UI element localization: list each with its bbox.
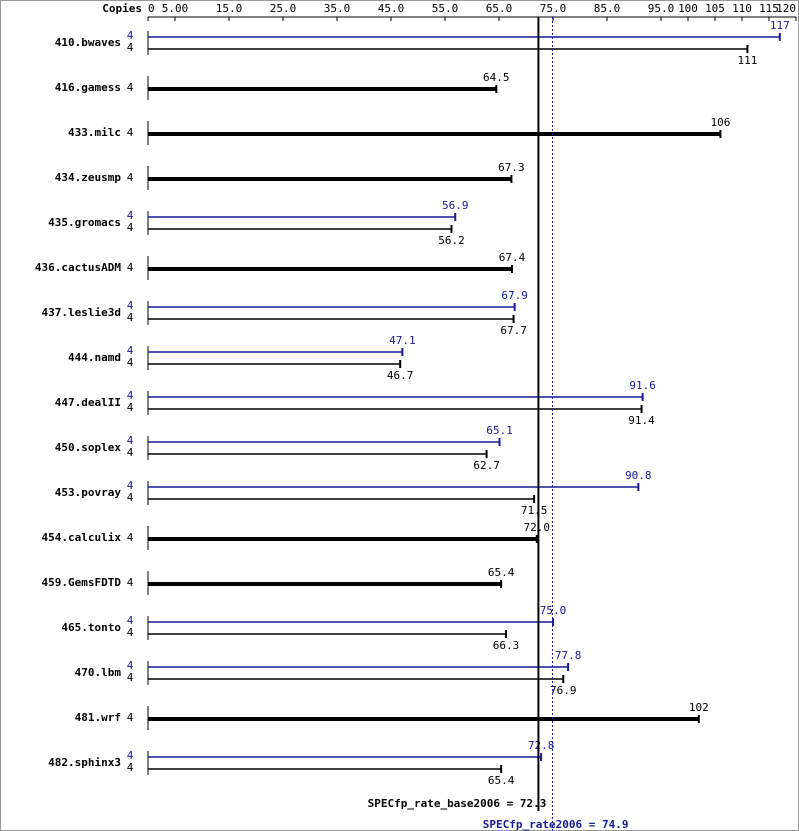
value-label: 66.3 (493, 639, 520, 652)
value-label: 91.6 (629, 379, 656, 392)
copies-label: 4 (127, 299, 134, 312)
x-tick-label: 120 (776, 2, 796, 15)
copies-label: 4 (127, 41, 134, 54)
category-label: 465.tonto (61, 621, 121, 634)
category-label: 454.calculix (42, 531, 122, 544)
value-label: 72.0 (524, 521, 551, 534)
copies-header: Copies (102, 2, 142, 15)
x-tick-label: 5.00 (162, 2, 189, 15)
value-label: 67.3 (498, 161, 525, 174)
category-label: 453.povray (55, 486, 122, 499)
copies-label: 4 (127, 434, 134, 447)
copies-label: 4 (127, 221, 134, 234)
value-label: 67.4 (499, 251, 526, 264)
x-tick-label: 105 (705, 2, 725, 15)
copies-label: 4 (127, 446, 134, 459)
copies-label: 4 (127, 401, 134, 414)
value-label: 56.9 (442, 199, 469, 212)
value-label: 102 (689, 701, 709, 714)
category-label: 435.gromacs (48, 216, 121, 229)
value-label: 65.4 (488, 774, 515, 787)
reference-label: SPECfp_rate_base2006 = 72.3 (368, 797, 547, 810)
copies-label: 4 (127, 29, 134, 42)
category-label: 433.milc (68, 126, 121, 139)
copies-label: 4 (127, 711, 134, 724)
copies-label: 4 (127, 576, 134, 589)
copies-label: 4 (127, 171, 134, 184)
category-label: 459.GemsFDTD (42, 576, 122, 589)
value-label: 67.7 (500, 324, 527, 337)
category-label: 481.wrf (75, 711, 121, 724)
category-label: 450.soplex (55, 441, 122, 454)
x-tick-label: 100 (678, 2, 698, 15)
x-tick-label: 45.0 (378, 2, 405, 15)
category-label: 436.cactusADM (35, 261, 121, 274)
value-label: 77.8 (555, 649, 582, 662)
x-tick-label: 55.0 (432, 2, 459, 15)
value-label: 90.8 (625, 469, 652, 482)
x-tick-label: 85.0 (594, 2, 621, 15)
x-tick-label: 65.0 (486, 2, 513, 15)
copies-label: 4 (127, 389, 134, 402)
x-tick-label: 35.0 (324, 2, 351, 15)
copies-label: 4 (127, 81, 134, 94)
copies-label: 4 (127, 311, 134, 324)
copies-label: 4 (127, 671, 134, 684)
category-label: 437.leslie3d (42, 306, 121, 319)
value-label: 47.1 (389, 334, 416, 347)
value-label: 76.9 (550, 684, 577, 697)
copies-label: 4 (127, 531, 134, 544)
value-label: 67.9 (501, 289, 528, 302)
copies-label: 4 (127, 126, 134, 139)
value-label: 117 (770, 19, 790, 32)
category-label: 470.lbm (75, 666, 122, 679)
value-label: 62.7 (473, 459, 500, 472)
x-tick-label: 15.0 (216, 2, 243, 15)
category-label: 447.dealII (55, 396, 121, 409)
category-label: 416.gamess (55, 81, 121, 94)
value-label: 46.7 (387, 369, 414, 382)
copies-label: 4 (127, 659, 134, 672)
reference-label: SPECfp_rate2006 = 74.9 (483, 818, 629, 831)
x-tick-label: 115 (759, 2, 779, 15)
category-label: 444.namd (68, 351, 121, 364)
x-tick-label: 25.0 (270, 2, 297, 15)
x-tick-label: 95.0 (648, 2, 675, 15)
category-label: 434.zeusmp (55, 171, 122, 184)
copies-label: 4 (127, 261, 134, 274)
copies-label: 4 (127, 614, 134, 627)
copies-label: 4 (127, 491, 134, 504)
category-label: 410.bwaves (55, 36, 121, 49)
x-tick-label: 0 (148, 2, 155, 15)
value-label: 71.5 (521, 504, 548, 517)
value-label: 65.4 (488, 566, 515, 579)
category-label: 482.sphinx3 (48, 756, 121, 769)
copies-label: 4 (127, 356, 134, 369)
value-label: 111 (737, 54, 757, 67)
value-label: 106 (710, 116, 730, 129)
x-tick-label: 110 (732, 2, 752, 15)
copies-label: 4 (127, 749, 134, 762)
value-label: 64.5 (483, 71, 510, 84)
value-label: 75.0 (540, 604, 567, 617)
value-label: 72.8 (528, 739, 555, 752)
copies-label: 4 (127, 626, 134, 639)
copies-label: 4 (127, 761, 134, 774)
copies-label: 4 (127, 344, 134, 357)
copies-label: 4 (127, 209, 134, 222)
copies-label: 4 (127, 479, 134, 492)
x-tick-label: 75.0 (540, 2, 567, 15)
value-label: 56.2 (438, 234, 465, 247)
value-label: 65.1 (486, 424, 513, 437)
value-label: 91.4 (628, 414, 655, 427)
